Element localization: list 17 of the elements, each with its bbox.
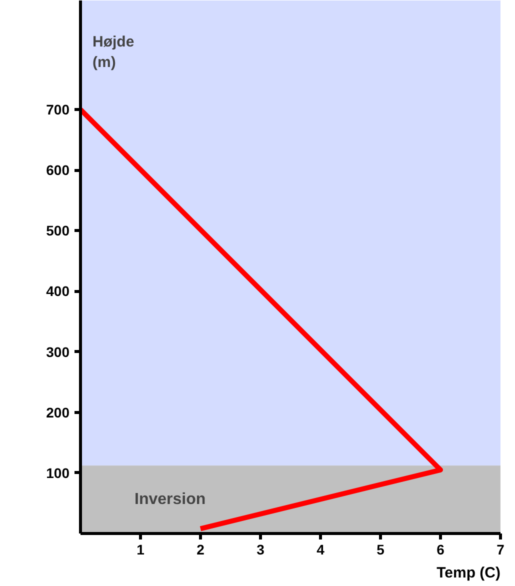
y-tick-label: 600 bbox=[46, 162, 70, 178]
y-axis-title: Højde (m) bbox=[92, 34, 134, 71]
y-tick-label: 700 bbox=[46, 102, 70, 118]
x-tick-label: 4 bbox=[316, 542, 325, 558]
x-tick-label: 1 bbox=[136, 542, 145, 558]
x-tick-label: 3 bbox=[256, 542, 265, 558]
y-tick-label: 400 bbox=[46, 283, 70, 300]
x-tick-label: 7 bbox=[496, 542, 505, 558]
y-tick-label: 100 bbox=[46, 464, 70, 481]
y-tick-label: 300 bbox=[46, 344, 70, 360]
x-tick-label: 5 bbox=[376, 542, 385, 558]
x-tick-label: 2 bbox=[196, 542, 205, 558]
y-tick-label: 200 bbox=[46, 404, 70, 420]
x-axis-title: Temp (C) bbox=[436, 564, 501, 582]
band-label: Inversion bbox=[134, 491, 206, 508]
x-tick-label: 6 bbox=[436, 542, 445, 558]
y-tick-label: 500 bbox=[46, 222, 70, 239]
